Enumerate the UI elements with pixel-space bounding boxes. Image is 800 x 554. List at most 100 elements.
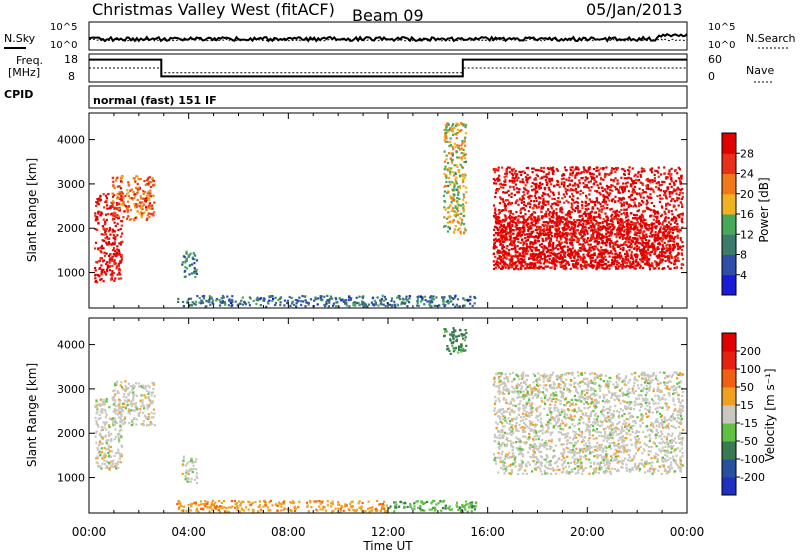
heatmap-cell: [552, 209, 555, 213]
heatmap-cell: [102, 436, 105, 439]
heatmap-cell: [635, 218, 639, 222]
heatmap-cell: [670, 210, 673, 213]
heatmap-cell: [574, 251, 577, 254]
heatmap-cell: [209, 303, 212, 306]
heatmap-cell: [644, 191, 648, 194]
heatmap-cell: [616, 220, 619, 223]
heatmap-cell: [564, 259, 567, 262]
heatmap-cell: [429, 301, 432, 304]
heatmap-cell: [449, 158, 452, 161]
heatmap-cell: [669, 230, 672, 233]
heatmap-cell: [517, 238, 520, 241]
heatmap-cell: [150, 181, 153, 184]
heatmap-cell: [463, 304, 466, 307]
heatmap-cell: [621, 244, 624, 247]
heatmap-cell: [510, 220, 513, 223]
heatmap-cell: [102, 280, 105, 283]
heatmap-cell: [133, 219, 136, 222]
heatmap-cell: [359, 303, 362, 306]
heatmap-cell: [355, 296, 358, 299]
heatmap-cell: [343, 299, 346, 302]
heatmap-cell: [150, 391, 153, 394]
heatmap-cell: [112, 459, 115, 462]
heatmap-cell: [629, 183, 632, 186]
heatmap-cell: [105, 197, 108, 200]
heatmap-cell: [450, 160, 454, 163]
heatmap-cell: [495, 239, 498, 243]
heatmap-cell: [636, 210, 639, 213]
heatmap-cell: [542, 170, 545, 173]
heatmap-cell: [445, 125, 448, 128]
heatmap-cell: [134, 382, 138, 385]
heatmap-cell: [443, 160, 447, 163]
heatmap-cell: [651, 227, 654, 230]
heatmap-cell: [459, 232, 462, 235]
heatmap-cell: [648, 264, 651, 267]
heatmap-cell: [116, 380, 119, 383]
heatmap-cell: [618, 262, 621, 265]
heatmap-cell: [144, 387, 147, 390]
heatmap-cell: [556, 169, 559, 172]
heatmap-cell: [449, 183, 452, 186]
heatmap-cell: [540, 226, 543, 229]
heatmap-cell: [663, 225, 666, 228]
heatmap-cell: [647, 196, 650, 199]
heatmap-cell: [583, 245, 586, 248]
heatmap-cell: [624, 182, 627, 185]
heatmap-cell: [506, 222, 510, 225]
heatmap-cell: [590, 246, 593, 249]
heatmap-cell: [532, 265, 536, 268]
heatmap-cell: [627, 206, 630, 209]
heatmap-cell: [575, 183, 578, 186]
heatmap-cell: [537, 249, 541, 252]
heatmap-cell: [102, 421, 105, 424]
heatmap-cell: [603, 249, 606, 252]
heatmap-cell: [459, 129, 462, 132]
heatmap-cell: [372, 303, 375, 307]
heatmap-cell: [111, 462, 114, 465]
heatmap-cell: [449, 173, 452, 176]
heatmap-cell: [577, 225, 580, 228]
heatmap-cell: [561, 216, 564, 219]
heatmap-cell: [542, 232, 545, 235]
heatmap-cell: [126, 207, 129, 210]
heatmap-cell: [458, 197, 461, 200]
heatmap-cell: [662, 245, 665, 248]
heatmap-cell: [605, 184, 609, 187]
heatmap-cell: [511, 260, 514, 263]
heatmap-cell: [450, 126, 453, 129]
heatmap-cell: [674, 258, 678, 261]
heatmap-cell: [421, 297, 424, 300]
heatmap-cell: [107, 451, 110, 455]
heatmap-cell: [579, 249, 582, 252]
heatmap-cell: [257, 297, 260, 301]
heatmap-cell: [505, 233, 508, 236]
heatmap-cell: [132, 391, 135, 394]
heatmap-cell: [606, 250, 609, 253]
heatmap-cell: [460, 144, 463, 147]
heatmap-cell: [635, 217, 638, 220]
heatmap-cell: [111, 264, 114, 267]
heatmap-cell: [677, 214, 680, 217]
heatmap-cell: [621, 186, 624, 189]
heatmap-cell: [348, 296, 351, 299]
heatmap-cell: [294, 298, 297, 302]
heatmap-cell: [654, 231, 657, 234]
heatmap-cell: [599, 260, 602, 263]
heatmap-cell: [654, 225, 657, 228]
velocity-heatmap: [94, 327, 685, 513]
heatmap-cell: [604, 200, 607, 203]
heatmap-cell: [525, 220, 528, 223]
heatmap-cell: [131, 385, 135, 388]
heatmap-cell: [679, 201, 682, 204]
heatmap-cell: [469, 298, 472, 301]
heatmap-cell: [618, 210, 621, 213]
heatmap-cell: [533, 240, 536, 243]
heatmap-cell: [526, 179, 529, 182]
heatmap-cell: [681, 248, 684, 251]
heatmap-cell: [627, 228, 630, 231]
heatmap-cell: [634, 181, 637, 184]
heatmap-cell: [659, 237, 662, 240]
heatmap-cell: [518, 170, 521, 173]
heatmap-cell: [617, 182, 620, 185]
